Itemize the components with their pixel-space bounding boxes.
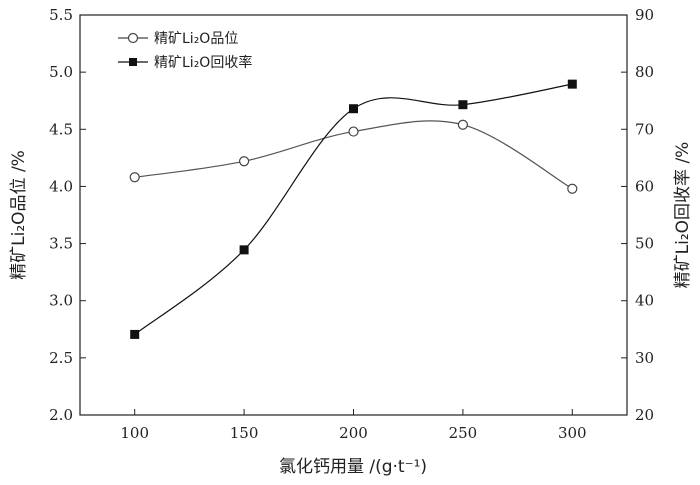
- legend-label-grade: 精矿Li₂O品位: [154, 31, 238, 47]
- left-y-tick-label: 3.5: [49, 235, 73, 253]
- right-y-tick-label: 80: [635, 63, 654, 81]
- right-axis-title: 精矿Li₂O回收率 /%: [673, 142, 693, 289]
- legend-marker-recovery: [129, 58, 137, 66]
- data-point-recovery: [567, 79, 577, 89]
- left-y-tick-label: 5.5: [49, 6, 73, 24]
- right-y-tick-label: 30: [635, 349, 654, 367]
- data-point-recovery: [130, 329, 140, 339]
- left-y-tick-label: 4.5: [49, 120, 73, 138]
- x-tick-label: 250: [449, 424, 478, 442]
- left-y-tick-label: 3.0: [49, 292, 73, 310]
- left-y-tick-label: 2.0: [49, 406, 73, 424]
- left-y-axis: 2.0 2.5 3.0 3.5 4.0 4.5 5.0 5.5: [49, 6, 86, 424]
- data-point-grade: [567, 183, 578, 194]
- data-point-grade: [129, 172, 140, 183]
- right-y-tick-label: 70: [635, 120, 654, 138]
- series-line-recovery: [134, 83, 573, 335]
- legend-label-recovery: 精矿Li₂O回收率: [154, 54, 252, 71]
- data-point-recovery: [349, 104, 358, 114]
- right-y-tick-label: 50: [635, 235, 654, 253]
- x-tick-label: 300: [558, 424, 587, 442]
- right-y-tick-label: 40: [635, 292, 654, 310]
- x-tick-label: 200: [339, 424, 368, 442]
- right-y-axis: 20 30 40 50 60 70 80 90: [621, 6, 654, 424]
- left-y-tick-label: 5.0: [49, 63, 73, 81]
- right-y-tick-label: 20: [635, 406, 654, 424]
- left-axis-title: 精矿Li₂O品位 /%: [9, 150, 29, 280]
- legend: 精矿Li₂O品位 精矿Li₂O回收率: [118, 31, 252, 71]
- series-layer: [129, 79, 578, 339]
- data-point-grade: [457, 119, 468, 130]
- data-point-recovery: [458, 100, 468, 110]
- right-y-tick-label: 90: [635, 6, 654, 24]
- left-y-tick-label: 4.0: [49, 177, 73, 195]
- x-tick-label: 150: [230, 424, 259, 442]
- data-point-grade: [239, 156, 250, 167]
- legend-marker-grade: [127, 32, 139, 44]
- plot-frame: [79, 14, 628, 416]
- x-axis: 100 150 200 250 300: [120, 409, 587, 442]
- x-tick-label: 100: [120, 424, 149, 442]
- data-point-grade: [348, 126, 359, 137]
- data-point-recovery: [239, 245, 249, 255]
- left-y-tick-label: 2.5: [49, 349, 73, 367]
- x-axis-title: 氯化钙用量 /(g·t⁻¹): [279, 457, 427, 477]
- right-y-tick-label: 60: [635, 177, 654, 195]
